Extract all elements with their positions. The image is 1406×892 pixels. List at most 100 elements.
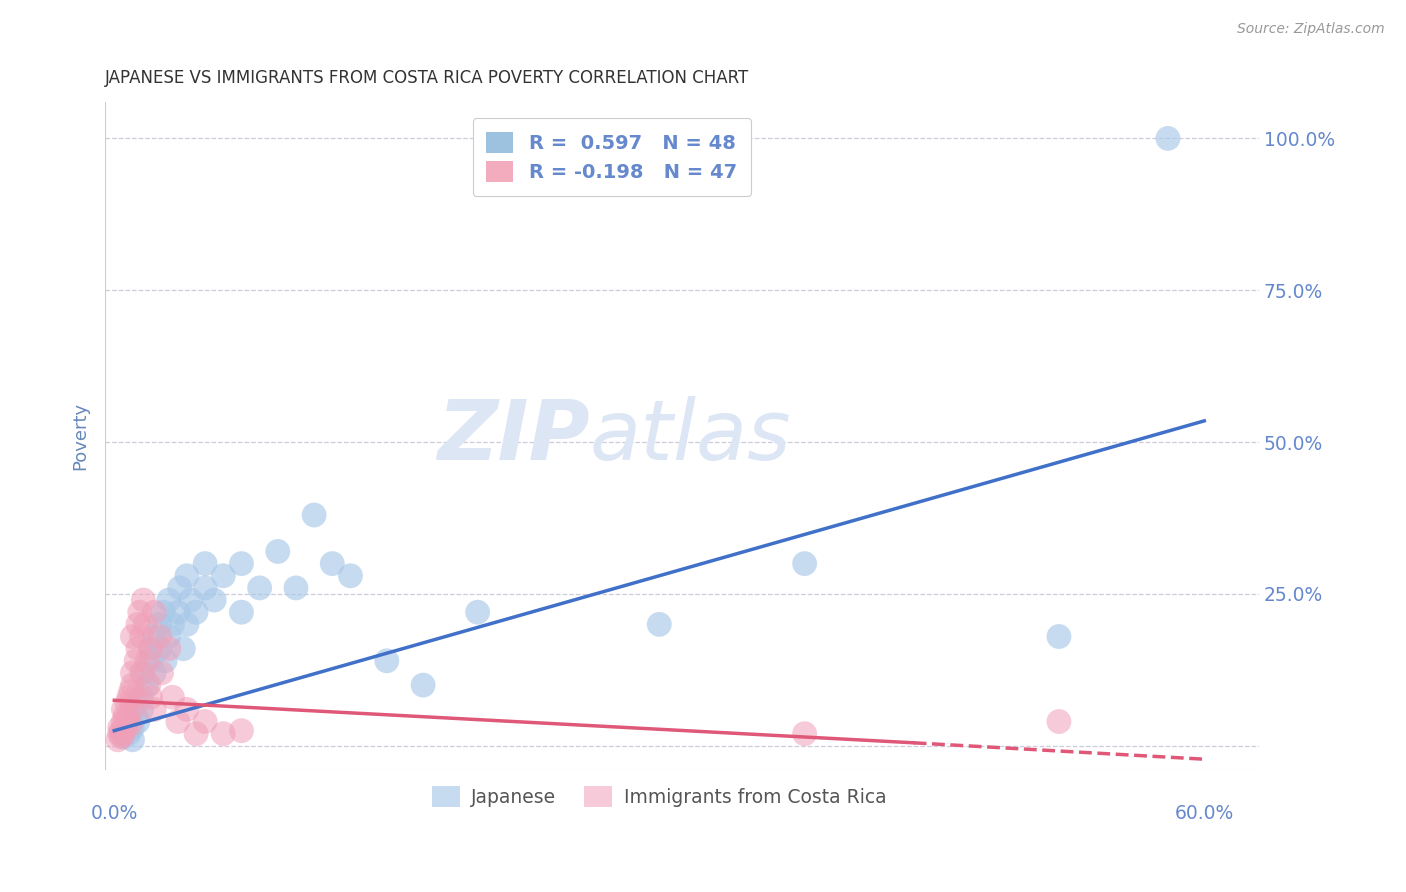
Point xyxy=(143,605,166,619)
Point xyxy=(115,714,138,729)
Point xyxy=(121,702,143,716)
Text: 60.0%: 60.0% xyxy=(1174,804,1234,822)
Point xyxy=(121,665,143,680)
Point xyxy=(162,617,184,632)
Point xyxy=(339,568,361,582)
Point xyxy=(131,630,153,644)
Point xyxy=(132,593,155,607)
Point xyxy=(149,630,172,644)
Point xyxy=(149,617,172,632)
Point xyxy=(127,714,149,729)
Point xyxy=(167,714,190,729)
Point xyxy=(118,727,141,741)
Point xyxy=(127,641,149,656)
Point xyxy=(139,641,162,656)
Point xyxy=(249,581,271,595)
Point xyxy=(152,605,174,619)
Point xyxy=(118,690,141,705)
Point xyxy=(127,617,149,632)
Point xyxy=(176,617,198,632)
Legend: Japanese, Immigrants from Costa Rica: Japanese, Immigrants from Costa Rica xyxy=(425,779,894,814)
Point xyxy=(172,641,194,656)
Point xyxy=(143,702,166,716)
Point xyxy=(112,702,135,716)
Point xyxy=(121,721,143,735)
Point xyxy=(184,727,207,741)
Point xyxy=(139,654,162,668)
Point xyxy=(302,508,325,522)
Text: ZIP: ZIP xyxy=(437,395,589,476)
Point xyxy=(115,723,138,738)
Point xyxy=(112,727,135,741)
Point xyxy=(114,708,136,723)
Point xyxy=(212,727,235,741)
Point xyxy=(110,723,132,738)
Point xyxy=(793,727,815,741)
Point xyxy=(108,727,131,741)
Point xyxy=(112,730,135,744)
Point xyxy=(162,690,184,705)
Point xyxy=(157,593,180,607)
Point xyxy=(134,617,156,632)
Point xyxy=(176,568,198,582)
Point xyxy=(412,678,434,692)
Point xyxy=(110,730,132,744)
Point xyxy=(467,605,489,619)
Point xyxy=(125,654,148,668)
Point xyxy=(231,723,253,738)
Text: JAPANESE VS IMMIGRANTS FROM COSTA RICA POVERTY CORRELATION CHART: JAPANESE VS IMMIGRANTS FROM COSTA RICA P… xyxy=(105,69,749,87)
Point xyxy=(128,605,150,619)
Point xyxy=(176,702,198,716)
Point xyxy=(131,702,153,716)
Point xyxy=(139,690,162,705)
Point xyxy=(157,630,180,644)
Point xyxy=(136,678,159,692)
Text: atlas: atlas xyxy=(589,395,792,476)
Point xyxy=(107,732,129,747)
Point xyxy=(125,708,148,723)
Point xyxy=(284,581,307,595)
Point xyxy=(115,696,138,710)
Point xyxy=(267,544,290,558)
Point xyxy=(118,708,141,723)
Point xyxy=(169,581,191,595)
Text: Source: ZipAtlas.com: Source: ZipAtlas.com xyxy=(1237,22,1385,37)
Y-axis label: Poverty: Poverty xyxy=(72,402,89,470)
Point xyxy=(202,593,225,607)
Point xyxy=(114,721,136,735)
Point xyxy=(180,593,202,607)
Point xyxy=(153,654,176,668)
Point xyxy=(121,630,143,644)
Point xyxy=(648,617,671,632)
Point xyxy=(138,678,160,692)
Point xyxy=(231,557,253,571)
Point xyxy=(121,678,143,692)
Point xyxy=(375,654,398,668)
Text: 0.0%: 0.0% xyxy=(90,804,138,822)
Point xyxy=(793,557,815,571)
Point xyxy=(149,641,172,656)
Point xyxy=(112,714,135,729)
Point xyxy=(231,605,253,619)
Point xyxy=(125,690,148,705)
Point xyxy=(1047,714,1070,729)
Point xyxy=(212,568,235,582)
Point xyxy=(143,665,166,680)
Point xyxy=(121,732,143,747)
Point xyxy=(1047,630,1070,644)
Point xyxy=(143,630,166,644)
Point xyxy=(150,665,173,680)
Point xyxy=(194,714,217,729)
Point xyxy=(136,654,159,668)
Point xyxy=(194,557,217,571)
Point xyxy=(131,690,153,705)
Point xyxy=(120,717,142,731)
Point xyxy=(120,684,142,698)
Point xyxy=(157,641,180,656)
Point xyxy=(184,605,207,619)
Point xyxy=(139,641,162,656)
Point xyxy=(1157,131,1180,145)
Point xyxy=(167,605,190,619)
Point xyxy=(194,581,217,595)
Point xyxy=(132,665,155,680)
